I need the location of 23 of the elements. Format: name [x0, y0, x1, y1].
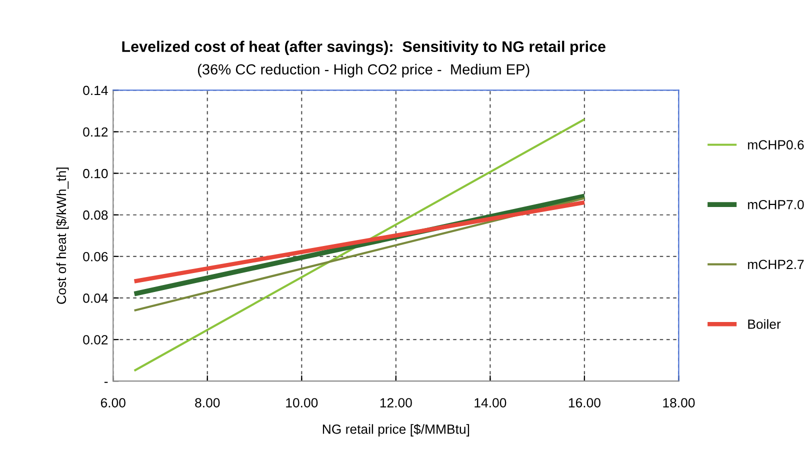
y-tick-label: 0.14 [83, 86, 108, 96]
x-tick-label: 8.00 [195, 398, 220, 408]
x-tick-label: 10.00 [286, 398, 318, 408]
x-axis-title: NG retail price [$/MMBtu] [322, 424, 470, 436]
chart-title: Levelized cost of heat (after savings): Sensitivity to NG retail price [122, 40, 606, 56]
y-tick-label: - [104, 382, 108, 383]
x-tick-label: 16.00 [568, 398, 600, 408]
legend-label: mCHP2.7 [748, 260, 804, 270]
x-tick-label: 14.00 [474, 398, 506, 408]
chart-subtitle: (36% CC reduction - High CO2 price - Medium EP) [198, 64, 530, 78]
legend-label: mCHP0.6 [748, 140, 804, 150]
y-axis-title: Cost of heat [$/kWh_th] [56, 168, 69, 304]
x-tick-label: 18.00 [663, 398, 695, 408]
y-tick-label: 0.06 [83, 252, 108, 262]
legend-label: mCHP7.0 [748, 200, 804, 210]
y-tick-label: 0.10 [83, 168, 108, 178]
x-tick-label: 12.00 [380, 398, 412, 408]
y-tick-label: 0.12 [83, 127, 108, 137]
y-tick-label: 0.02 [83, 335, 108, 344]
x-tick-label: 6.00 [100, 398, 126, 408]
legend-label: Boiler [748, 319, 781, 329]
y-tick-label: 0.08 [83, 210, 108, 220]
y-tick-label: 0.04 [83, 294, 108, 303]
